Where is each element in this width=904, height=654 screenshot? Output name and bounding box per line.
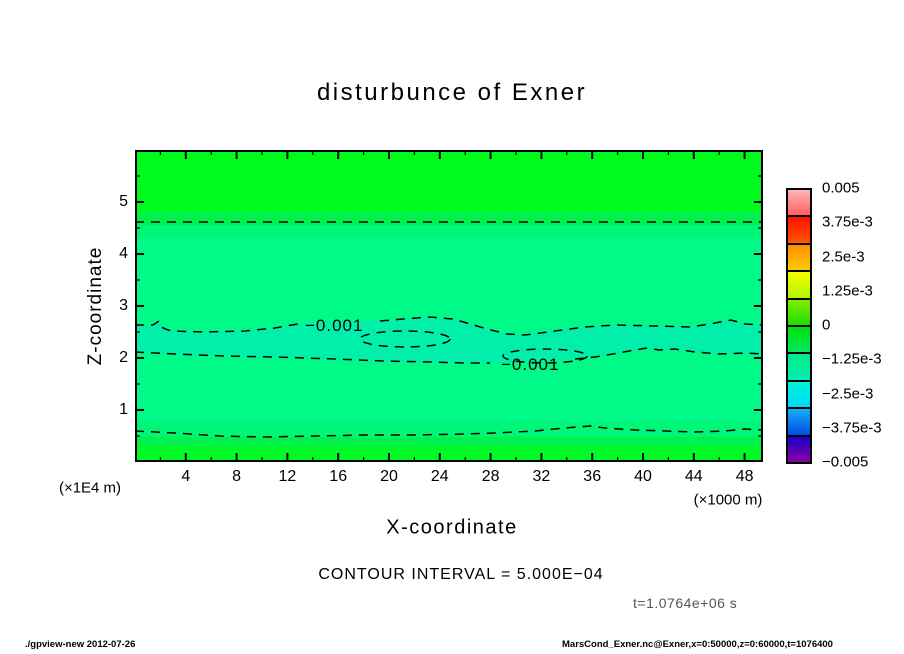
x-axis-tick-label: 8: [232, 468, 242, 485]
colorbar-label: 1.25e-3: [822, 282, 873, 300]
colorbar-box: [786, 434, 812, 464]
x-axis-unit-label: (×1000 m): [693, 491, 763, 509]
colorbar-label: 3.75e-3: [822, 213, 873, 231]
dashed-contour-bottom: [135, 425, 763, 438]
y-axis-tick-label: 5: [119, 193, 128, 210]
colorbar-label: −0.005: [822, 453, 869, 471]
colorbar-label: −3.75e-3: [822, 419, 882, 437]
x-axis-tick-label: 32: [532, 468, 551, 485]
colorbar-box: [786, 215, 812, 245]
contour-label: −0.001: [305, 316, 363, 335]
x-axis-tick-label: 20: [380, 468, 398, 485]
footer-command-text: ./gpview-new 2012-07-26: [25, 639, 136, 650]
colorbar-label: −1.25e-3: [822, 350, 882, 368]
dashed-contour-minus001-lower-right: [574, 347, 763, 360]
y-axis-unit-label: (×1E4 m): [58, 479, 122, 497]
colorbar-box: [786, 324, 812, 355]
x-axis-tick-label: 40: [634, 468, 652, 485]
colorbar-label: −2.5e-3: [822, 385, 874, 402]
plot-frame: [135, 150, 763, 462]
y-axis-tick-label: 2: [119, 349, 128, 366]
x-axis-tick-label: 16: [329, 468, 348, 485]
x-axis-tick-label: 28: [481, 468, 500, 485]
chart-title: disturbunce of Exner: [316, 79, 588, 106]
colorbar-box: [786, 407, 812, 437]
dashed-closed-contour-2: [502, 348, 588, 364]
dashed-closed-contour-1: [359, 330, 451, 348]
dashed-contour-minus001-upper-right: [379, 316, 763, 336]
contour-label: −0.001: [501, 355, 559, 374]
colorbar-label: 0: [822, 316, 831, 334]
contour-band: [135, 422, 763, 438]
x-axis-tick-label: 12: [278, 468, 297, 485]
contour-band: [135, 437, 763, 447]
x-axis-tick-label: 24: [430, 468, 449, 485]
colorbar-box: [786, 270, 812, 300]
colorbar: [786, 188, 812, 464]
contour-band: [135, 211, 763, 226]
contour-fill-bands: [135, 150, 763, 462]
colorbar-label: 0.005: [822, 179, 860, 197]
x-axis-title: X-coordinate: [386, 516, 518, 539]
contour-interval-note: CONTOUR INTERVAL = 5.000E−04: [318, 566, 604, 583]
contour-band: [135, 445, 763, 462]
x-axis-tick-label: 36: [583, 468, 602, 485]
x-axis-tick-label: 4: [181, 468, 191, 485]
y-axis-tick-label: 3: [119, 297, 128, 314]
contour-band: [135, 224, 763, 239]
colorbar-label: 2.5e-3: [822, 248, 865, 265]
y-axis-tick-label: 1: [119, 401, 128, 418]
colorbar-box: [786, 297, 812, 327]
colorbar-box: [786, 379, 812, 410]
footer-datasource-text: MarsCond_Exner.nc@Exner,x=0:50000,z=0:60…: [562, 639, 833, 650]
plot-area: −0.001 −0.001: [135, 150, 763, 462]
colorbar-box: [786, 352, 812, 382]
dashed-contour-minus001-lower-left: [135, 351, 490, 364]
x-axis-tick-label: 48: [735, 468, 754, 485]
y-axis-tick-label: 4: [119, 245, 128, 262]
colorbar-box: [786, 188, 812, 218]
x-axis-tick-label: 44: [684, 468, 703, 485]
time-annotation: t=1.0764e+06 s: [633, 595, 738, 611]
contour-band: [135, 150, 763, 213]
dashed-contour-minus001-upper-left: [135, 319, 304, 333]
colorbar-box: [786, 242, 812, 273]
